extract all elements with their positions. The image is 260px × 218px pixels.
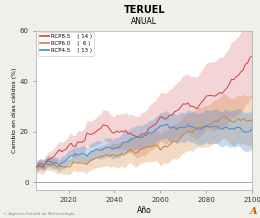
Text: TERUEL: TERUEL <box>124 5 165 15</box>
Y-axis label: Cambio en días cálidos (%): Cambio en días cálidos (%) <box>11 67 17 153</box>
Text: A: A <box>250 207 257 216</box>
Legend: RCP8.5    ( 14 ), RCP6.0    (  6 ), RCP4.5    ( 13 ): RCP8.5 ( 14 ), RCP6.0 ( 6 ), RCP4.5 ( 13… <box>38 32 94 56</box>
Text: © Agencia Estatal de Meteorología: © Agencia Estatal de Meteorología <box>3 212 74 216</box>
Text: ANUAL: ANUAL <box>131 17 157 26</box>
X-axis label: Año: Año <box>137 206 152 215</box>
